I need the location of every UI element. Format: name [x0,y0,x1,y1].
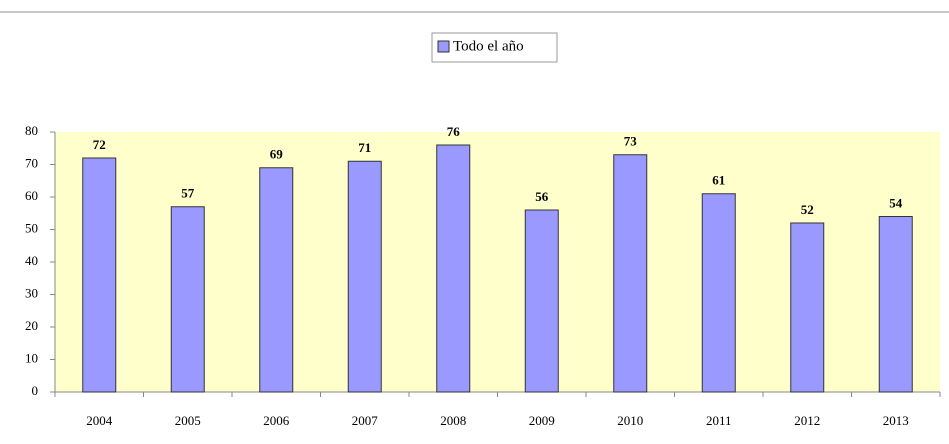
bar [701,193,736,393]
x-tick-label: 2010 [617,413,643,428]
value-label: 69 [270,147,284,162]
legend-box [431,32,558,63]
y-tick-label: 0 [32,383,39,398]
value-label: 71 [358,140,371,155]
value-label: 52 [801,202,814,217]
value-label: 73 [624,134,638,149]
y-tick-label: 80 [25,123,38,138]
y-tick-label: 60 [25,188,38,203]
bar [170,206,205,393]
x-tick-label: 2009 [529,413,555,428]
y-tick-label: 50 [25,220,38,235]
legend-swatch [437,40,450,53]
legend-label: Todo el año [453,38,524,54]
y-tick-label: 30 [25,285,38,300]
value-label: 72 [93,137,106,152]
value-label: 61 [712,173,725,188]
value-label: 56 [535,189,549,204]
x-tick-label: 2011 [706,413,732,428]
x-tick-label: 2007 [352,413,379,428]
y-tick-label: 20 [25,318,38,333]
bar [259,167,294,393]
y-tick-label: 40 [25,253,38,268]
x-tick-label: 2006 [263,413,290,428]
x-tick-label: 2005 [175,413,201,428]
bar [790,222,825,393]
bar [613,154,648,393]
value-label: 76 [447,124,461,139]
bar [878,216,913,393]
x-tick-label: 2013 [883,413,909,428]
x-tick-label: 2012 [794,413,820,428]
value-label: 57 [181,186,195,201]
x-tick-label: 2004 [86,413,113,428]
y-tick-label: 70 [25,155,38,170]
value-label: 54 [889,195,903,210]
bar [436,144,471,393]
bar [347,160,382,393]
bar [524,209,559,393]
x-tick-label: 2008 [440,413,466,428]
y-tick-label: 10 [25,350,38,365]
bar [82,157,117,393]
